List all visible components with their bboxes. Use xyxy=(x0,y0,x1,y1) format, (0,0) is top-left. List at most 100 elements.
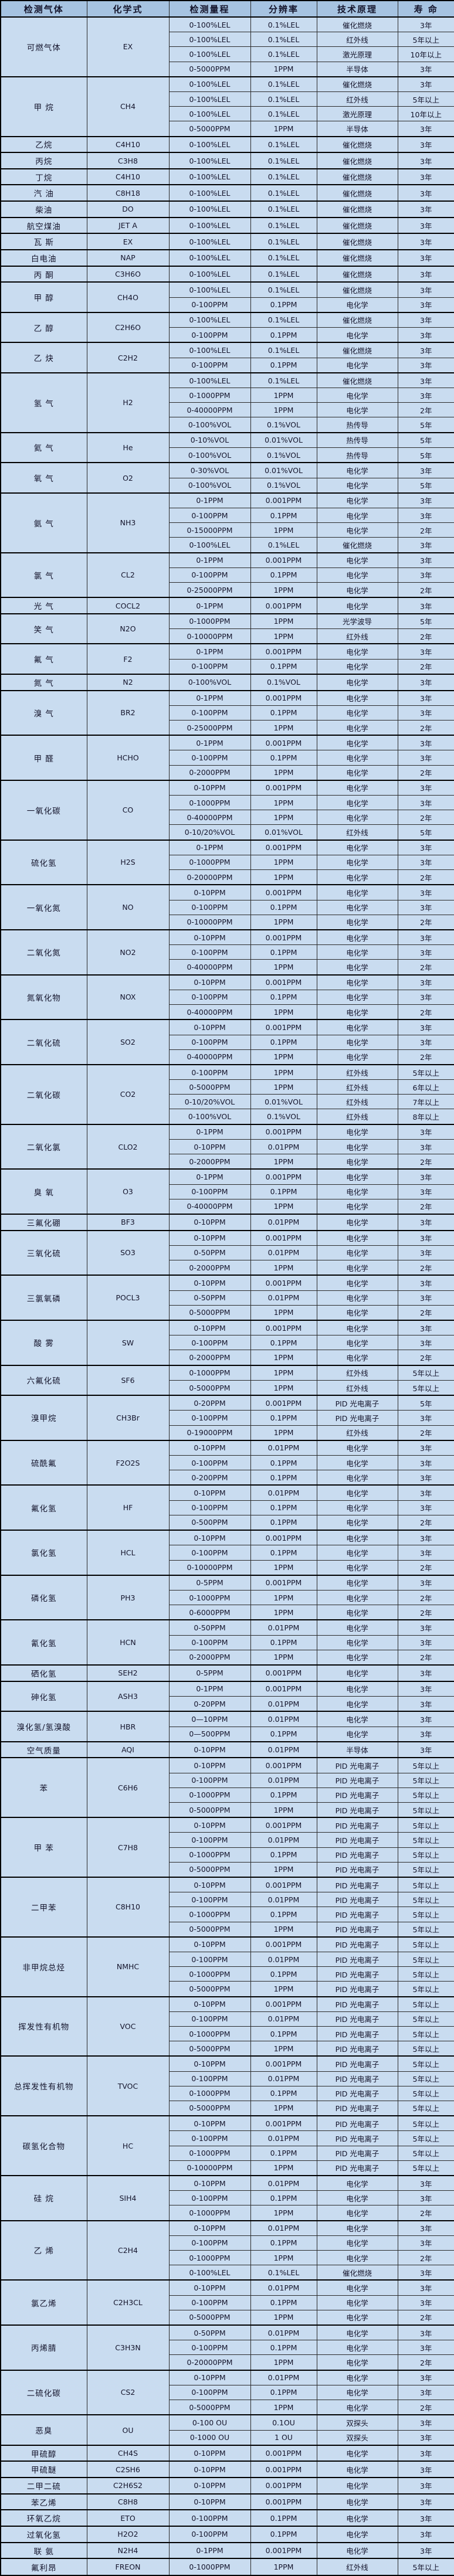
range-cell: 0-5000PPM xyxy=(168,2100,251,2116)
formula-cell: N2H4 xyxy=(86,2541,170,2559)
resolution-cell: 0.01PPM xyxy=(250,2279,317,2296)
lifespan-cell: 3年 xyxy=(397,795,454,811)
table-row: 甲硫醇 CH4S 0-10PPM 0.001PPM 电化学 3年 xyxy=(0,2444,454,2462)
gas-name-cell: 硫酰氟 xyxy=(0,1439,87,1486)
formula-cell: CO2 xyxy=(86,1063,170,1125)
gas-name-cell: 氧 气 xyxy=(0,462,87,494)
resolution-cell: 0.1%LEL xyxy=(250,265,317,283)
table-row: 氯 气 CL2 0-1PPM 0.001PPM 电化学 3年 xyxy=(0,552,454,598)
resolution-cell: 1PPM xyxy=(250,2354,317,2371)
lifespan-cell: 3年 xyxy=(397,1168,454,1185)
range-cell: 0-1000PPM xyxy=(168,2205,251,2221)
principle-cell: 电化学 xyxy=(316,2279,398,2296)
lifespan-cell: 8年以上 xyxy=(397,1109,454,1125)
table-row: 溴 气 BR2 0-1PPM 0.001PPM 电化学 3年 xyxy=(0,689,454,736)
range-cell: 0-100PPM xyxy=(168,1952,251,1967)
lifespan-cell: 5年以上 xyxy=(397,91,454,107)
lifespan-cell: 2年 xyxy=(397,1559,454,1576)
table-row: 乙 炔 C2H2 0-100%LEL 0.1%LEL 催化燃烧 3年 xyxy=(0,342,454,373)
range-cell: 0-1000PPM xyxy=(168,2249,251,2266)
resolution-cell: 0.001PPM xyxy=(250,2461,317,2478)
resolution-cell: 0.001PPM xyxy=(250,1877,317,1893)
range-cell: 0-100PPM xyxy=(168,1892,251,1908)
range-cell: 0-100%LEL xyxy=(168,16,251,33)
formula-cell: PH3 xyxy=(86,1574,170,1620)
range-cell: 0-100%VOL xyxy=(168,1109,251,1125)
lifespan-cell: 3年 xyxy=(397,1410,454,1426)
range-cell: 0-100PPM xyxy=(168,1545,251,1561)
table-row: 汽 油 C8H18 0-100%LEL 0.1%LEL 催化燃烧 3年 xyxy=(0,184,454,202)
range-cell: 0-10/20%VOL xyxy=(168,1094,251,1110)
lifespan-cell: 3年 xyxy=(397,2235,454,2251)
resolution-cell: 0.1PPM xyxy=(250,899,317,915)
resolution-cell: 0.001PPM xyxy=(250,929,317,946)
principle-cell: 电化学 xyxy=(316,1439,398,1456)
principle-cell: 电化学 xyxy=(316,2444,398,2462)
resolution-cell: 0.1PPM xyxy=(250,2340,317,2356)
principle-cell: 电化学 xyxy=(316,1726,398,1742)
range-cell: 0-100%LEL xyxy=(168,46,251,62)
gas-name-cell: 磷化氢 xyxy=(0,1574,87,1620)
lifespan-cell: 2年 xyxy=(397,869,454,885)
formula-cell: NH3 xyxy=(86,492,170,553)
table-row: 0-40000PPM 1PPM 电化学 2年 xyxy=(1,810,454,825)
table-row: 丙烯腈 C3H3N 0-50PPM 0.01PPM 电化学 3年 xyxy=(0,2324,454,2371)
range-cell: 0-100%LEL xyxy=(168,216,251,234)
principle-cell: 红外线 xyxy=(316,1094,398,1110)
table-row: 0-100PPM 0.01PPM PID 光电离子 5年以上 xyxy=(1,1832,454,1848)
resolution-cell: 0.1%VOL xyxy=(250,673,317,691)
lifespan-cell: 3年 xyxy=(397,1455,454,1471)
table-row: 丁烷 C4H10 0-100%LEL 0.1%LEL 催化燃烧 3年 xyxy=(0,168,454,185)
table-row: 溴化氢/氢溴酸 HBR 0—10PPM 0.01PPM 电化学 3年 xyxy=(0,1711,454,1742)
resolution-cell: 1PPM xyxy=(250,2309,317,2326)
gas-name-cell: 三氟化硼 xyxy=(0,1214,87,1231)
lifespan-cell: 3年 xyxy=(397,673,454,691)
principle-cell: 激光原理 xyxy=(316,46,398,62)
resolution-cell: 1PPM xyxy=(250,1605,317,1620)
lifespan-cell: 3年 xyxy=(397,2369,454,2385)
principle-cell: PID 光电离子 xyxy=(316,1847,398,1863)
principle-cell: PID 光电离子 xyxy=(316,2115,398,2132)
resolution-cell: 1PPM xyxy=(250,61,317,77)
range-cell: 0-5PPM xyxy=(168,1574,251,1591)
lifespan-cell: 5年以上 xyxy=(397,2026,454,2042)
table-row: 乙 烯 C2H4 0-10PPM 0.01PPM 电化学 3年 xyxy=(0,2220,454,2281)
lifespan-cell: 3年 xyxy=(397,121,454,137)
resolution-cell: 1PPM xyxy=(250,1304,317,1321)
principle-cell: 电化学 xyxy=(316,1019,398,1035)
formula-cell: CLO2 xyxy=(86,1123,170,1170)
principle-cell: 电化学 xyxy=(316,750,398,766)
principle-cell: 红外线 xyxy=(316,1079,398,1095)
gas-name-cell: 氦 气 xyxy=(0,431,87,463)
principle-cell: 催化燃烧 xyxy=(316,168,398,185)
resolution-cell: 1PPM xyxy=(250,2400,317,2415)
range-cell: 0-100PPM xyxy=(168,1034,251,1050)
lifespan-cell: 3年 xyxy=(397,537,454,553)
range-cell: 0-40000PPM xyxy=(168,1004,251,1020)
resolution-cell: 0.1%LEL xyxy=(250,216,317,234)
resolution-cell: 0.1PPM xyxy=(250,944,317,960)
principle-cell: 电化学 xyxy=(316,989,398,1005)
principle-cell: PID 光电离子 xyxy=(316,2026,398,2042)
table-row: 0-1000PPM 0.1PPM PID 光电离子 5年以上 xyxy=(1,1966,454,1982)
lifespan-cell: 5年以上 xyxy=(397,2085,454,2101)
formula-cell: C3H3N xyxy=(86,2324,170,2371)
resolution-cell: 1PPM xyxy=(250,388,317,403)
table-row: 0-1000PPM 0.1PPM PID 光电离子 5年以上 xyxy=(1,1787,454,1803)
gas-name-cell: 溴甲烷 xyxy=(0,1395,87,1441)
header-row: 检测气体 化学式 检测量程 分辨率 技术原理 寿 命 xyxy=(0,0,454,18)
resolution-cell: 1PPM xyxy=(250,613,317,630)
table-row: 0-100PPM 0.01PPM PID 光电离子 5年以上 xyxy=(1,1952,454,1967)
formula-cell: C3H6O xyxy=(86,265,170,283)
lifespan-cell: 2年 xyxy=(397,402,454,418)
principle-cell: 电化学 xyxy=(316,1484,398,1501)
lifespan-cell: 5年以上 xyxy=(397,1921,454,1938)
range-cell: 0-10PPM xyxy=(168,1996,251,2012)
gas-name-cell: 臭 氧 xyxy=(0,1168,87,1215)
table-row: 0-100PPM 0.1PPM 电化学 3年 xyxy=(1,1184,454,1199)
range-cell: 0-100PPM xyxy=(168,327,251,343)
table-row: 0-100PPM 0.1PPM 电化学 3年 xyxy=(1,989,454,1005)
resolution-cell: 0.1PPM xyxy=(250,327,317,343)
lifespan-cell: 3年 xyxy=(397,567,454,583)
lifespan-cell: 5年以上 xyxy=(397,1772,454,1788)
